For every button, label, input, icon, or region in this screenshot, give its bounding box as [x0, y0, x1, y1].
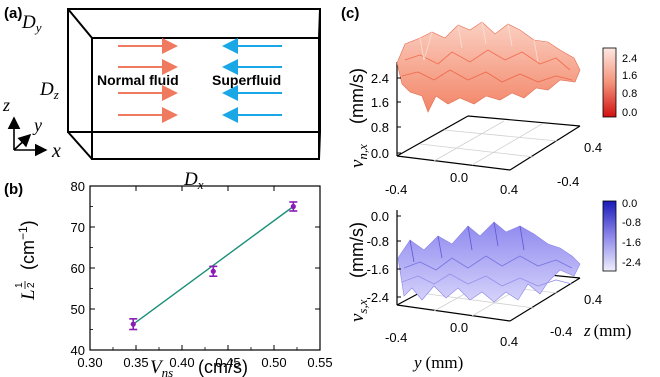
bottom-z-label: vs,x (mm/s)	[347, 222, 370, 322]
panel-b-label: (b)	[4, 181, 23, 198]
svg-text:2.4: 2.4	[622, 53, 637, 65]
top-depth-ticks: 0.4 -0.4	[557, 140, 602, 189]
top-y-ticks: -0.4 0.0 0.4	[385, 170, 518, 197]
bottom-depth-axis-label: z (mm)	[583, 321, 631, 340]
svg-text:0.4: 0.4	[500, 182, 518, 197]
svg-text:0.8: 0.8	[622, 88, 637, 100]
bottom-depth-ticks: 0.4 -0.4	[550, 292, 602, 339]
fit-line	[132, 205, 294, 325]
svg-text:(mm/s): (mm/s)	[347, 68, 367, 124]
bottom-z-ticks: 0.0 -0.8 -1.6 -2.4	[367, 209, 389, 305]
svg-text:0.0: 0.0	[622, 198, 637, 210]
coordinate-axes	[7, 116, 48, 157]
y-tick-label: 80	[71, 179, 85, 194]
x-tick-label: 0.55	[307, 355, 332, 370]
top-surface	[396, 21, 581, 113]
svg-text:0.0: 0.0	[622, 107, 637, 119]
x-axis-unit: (cm/s)	[198, 357, 248, 377]
svg-text:(cm−1): (cm−1)	[16, 220, 38, 270]
dy-label: Dy	[21, 12, 42, 35]
svg-text:1.6: 1.6	[371, 95, 389, 110]
data-point	[290, 203, 296, 210]
svg-text:0.0: 0.0	[371, 146, 389, 161]
x-axis-label: Vns	[150, 357, 173, 377]
panel-b: (b) 0.30 0.35 0.40 0.45 0.50 0.55 4050607080 …	[4, 179, 333, 377]
y-tick-label: 70	[71, 220, 85, 235]
data-marks	[129, 201, 298, 331]
axis-y-label: y	[32, 115, 42, 135]
y-axis-label: L 1 2 (cm−1)	[14, 220, 39, 301]
svg-text:0.4: 0.4	[584, 140, 602, 155]
svg-text:vs,x: vs,x	[347, 299, 370, 322]
svg-text:L: L	[18, 289, 39, 301]
y-tick-label: 40	[71, 343, 85, 358]
bottom-y-axis-label: y (mm)	[412, 353, 463, 372]
svg-text:2.4: 2.4	[371, 71, 389, 86]
top-surface-plot: 2.4 1.6 0.8 0.0 -0.4 0.0 0.4 0.4 -0.4	[347, 21, 637, 197]
svg-text:-0.4: -0.4	[550, 324, 572, 339]
axis-x-label: x	[51, 140, 61, 162]
axis-z-label: z	[2, 95, 10, 115]
superfluid-label: Superfluid	[212, 72, 281, 88]
svg-text:(mm/s): (mm/s)	[347, 222, 367, 278]
x-ticks: 0.30 0.35 0.40 0.45 0.50 0.55	[77, 186, 333, 370]
svg-text:0.4: 0.4	[500, 334, 518, 349]
svg-text:-1.6: -1.6	[622, 237, 641, 249]
top-z-ticks: 2.4 1.6 0.8 0.0	[371, 71, 389, 161]
normal-fluid-arrows	[118, 38, 178, 123]
svg-text:vn,x: vn,x	[347, 144, 370, 168]
svg-text:-1.6: -1.6	[367, 262, 389, 277]
data-point	[130, 321, 136, 327]
x-tick-label: 0.45	[215, 355, 240, 370]
superfluid-arrows	[222, 38, 282, 123]
data-point	[210, 268, 216, 274]
bottom-y-ticks: -0.4 0.0 0.4	[385, 320, 518, 349]
x-tick-label: 0.40	[169, 355, 194, 370]
x-tick-label: 0.50	[261, 355, 286, 370]
svg-text:1.6: 1.6	[622, 70, 637, 82]
panel-a: (a) Dy Dz Dx Normal fluid Superfluid	[2, 5, 321, 192]
svg-text:-0.4: -0.4	[385, 330, 407, 345]
svg-text:-0.8: -0.8	[622, 217, 641, 229]
top-colorbar-ticks: 2.4 1.6 0.8 0.0	[622, 53, 637, 119]
y-ticks: 40 50 60 70 80	[71, 179, 320, 358]
svg-text:-2.4: -2.4	[367, 290, 389, 305]
panel-a-label: (a)	[4, 5, 22, 22]
svg-text:0.8: 0.8	[371, 120, 389, 135]
svg-text:0.0: 0.0	[450, 170, 468, 185]
svg-text:-0.8: -0.8	[367, 234, 389, 249]
bottom-colorbar	[602, 200, 617, 272]
bottom-surface	[397, 221, 581, 303]
x-tick-label: 0.35	[123, 355, 148, 370]
svg-text:-2.4: -2.4	[622, 257, 641, 269]
panel-c-label: (c)	[341, 5, 359, 22]
y-tick-label: 60	[71, 261, 85, 276]
bottom-surface-plot: 0.0 -0.8 -1.6 -2.4 -0.4 0.0 0.4 0.4 -0.4…	[347, 198, 641, 372]
normal-fluid-label: Normal fluid	[97, 72, 179, 88]
dz-label: Dz	[39, 79, 59, 102]
top-colorbar	[602, 47, 617, 118]
x-tick-label: 0.30	[77, 355, 102, 370]
top-z-label: vn,x (mm/s)	[347, 68, 370, 168]
svg-text:0.0: 0.0	[450, 320, 468, 335]
svg-text:-0.4: -0.4	[385, 182, 407, 197]
panel-c: (c) 2.4	[341, 5, 641, 372]
bottom-colorbar-ticks: 0.0 -0.8 -1.6 -2.4	[622, 198, 641, 269]
box-outline	[67, 8, 321, 160]
y-tick-label: 50	[71, 302, 85, 317]
svg-text:0.0: 0.0	[371, 209, 389, 224]
svg-text:-0.4: -0.4	[557, 174, 579, 189]
dx-label: Dx	[183, 169, 204, 192]
svg-text:0.4: 0.4	[584, 292, 602, 307]
plot-frame	[89, 185, 321, 351]
svg-text:2: 2	[26, 282, 37, 288]
svg-text:1: 1	[14, 282, 25, 288]
